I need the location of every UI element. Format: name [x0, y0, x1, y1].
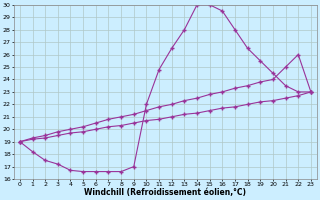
X-axis label: Windchill (Refroidissement éolien,°C): Windchill (Refroidissement éolien,°C) — [84, 188, 246, 197]
